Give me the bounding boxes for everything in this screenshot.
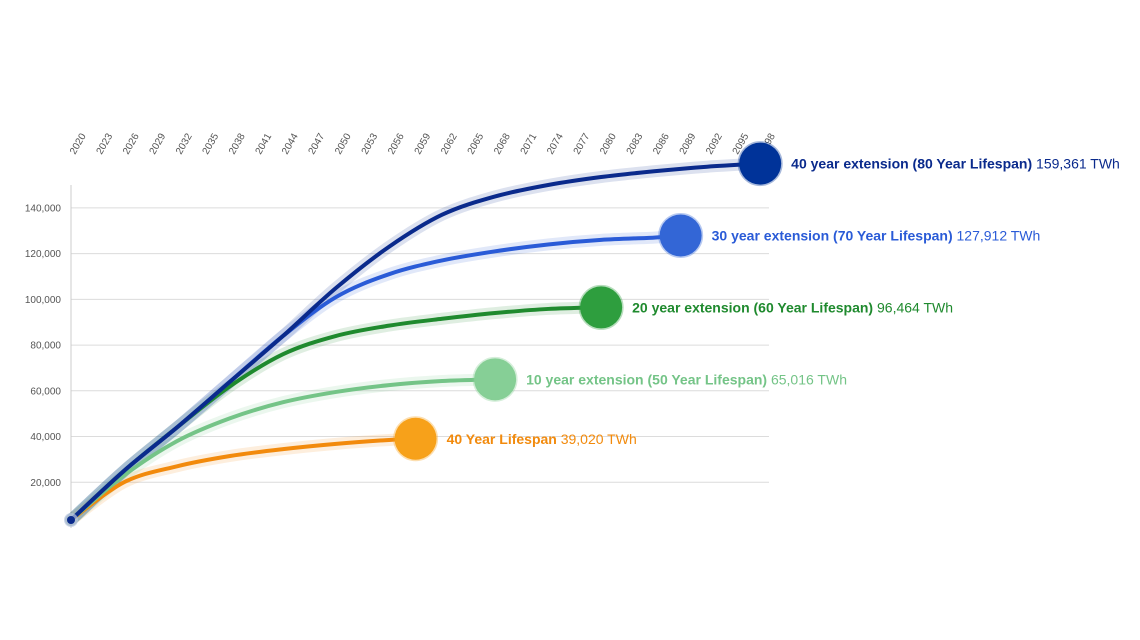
series-line: [69, 161, 763, 522]
series-name: 10 year extension (50 Year Lifespan): [526, 371, 767, 387]
series-end-label: 10 year extension (50 Year Lifespan) 65,…: [526, 371, 847, 387]
x-tick-label: 2041: [254, 131, 275, 156]
x-tick-label: 2044: [280, 131, 301, 156]
series-labels: 40 year extension (80 Year Lifespan) 159…: [447, 156, 1120, 447]
series-name: 40 year extension (80 Year Lifespan): [791, 156, 1032, 172]
series-end-marker: [578, 284, 624, 330]
series-end-markers: [64, 141, 783, 527]
x-tick-label: 2035: [201, 131, 222, 156]
x-tick-label: 2047: [307, 131, 328, 156]
series-line: [69, 436, 418, 522]
x-tick-label: 2050: [333, 131, 354, 156]
y-tick-label: 100,000: [25, 295, 62, 306]
x-tick-label: 2065: [466, 131, 487, 156]
x-tick-label: 2086: [651, 131, 672, 156]
x-tick-label: 2020: [68, 131, 89, 156]
series-halo: [65, 301, 608, 526]
y-tick-label: 80,000: [30, 341, 61, 352]
series-lines: [69, 161, 763, 522]
x-tick-label: 2053: [360, 131, 381, 156]
series-name: 30 year extension (70 Year Lifespan): [712, 228, 953, 244]
x-tick-label: 2038: [227, 131, 248, 156]
series-value: 159,361 TWh: [1032, 156, 1120, 172]
x-tick-label: 2026: [121, 131, 142, 156]
start-point: [67, 515, 75, 524]
x-tick-label: 2032: [174, 131, 195, 156]
series-value: 96,464 TWh: [873, 299, 953, 315]
series-value: 127,912 TWh: [953, 228, 1041, 244]
series-value: 39,020 TWh: [557, 431, 637, 447]
series-end-marker: [472, 356, 518, 402]
series-end-label: 20 year extension (60 Year Lifespan) 96,…: [632, 299, 953, 315]
x-tick-label: 2089: [678, 131, 699, 156]
series-end-marker: [737, 141, 783, 187]
x-tick-label: 2029: [148, 131, 169, 156]
series-end-marker: [658, 213, 704, 259]
y-tick-label: 120,000: [25, 249, 62, 260]
series-line: [69, 377, 498, 522]
series-name: 20 year extension (60 Year Lifespan): [632, 299, 873, 315]
x-tick-label: 2083: [625, 131, 646, 156]
x-tick-label: 2077: [572, 131, 593, 156]
x-tick-label: 2074: [545, 131, 566, 156]
series-end-marker: [393, 416, 439, 462]
series-end-label: 30 year extension (70 Year Lifespan) 127…: [712, 228, 1041, 244]
series-end-label: 40 year extension (80 Year Lifespan) 159…: [791, 156, 1120, 172]
x-tick-label: 2023: [95, 131, 116, 156]
x-tick-label: 2056: [386, 131, 407, 156]
y-tick-label: 140,000: [25, 203, 62, 214]
series-end-label: 40 Year Lifespan 39,020 TWh: [447, 431, 637, 447]
x-tick-label: 2059: [413, 131, 434, 156]
y-tick-label: 60,000: [30, 386, 61, 397]
x-tick-label: 2080: [598, 131, 619, 156]
series-value: 65,016 TWh: [767, 371, 847, 387]
y-tick-label: 20,000: [30, 478, 61, 489]
series-name: 40 Year Lifespan: [447, 431, 557, 447]
x-tick-label: 2092: [704, 131, 725, 156]
x-tick-label: 2062: [439, 131, 460, 156]
y-tick-label: 40,000: [30, 432, 61, 443]
x-tick-label: 2068: [492, 131, 513, 156]
x-tick-label: 2071: [519, 131, 540, 156]
